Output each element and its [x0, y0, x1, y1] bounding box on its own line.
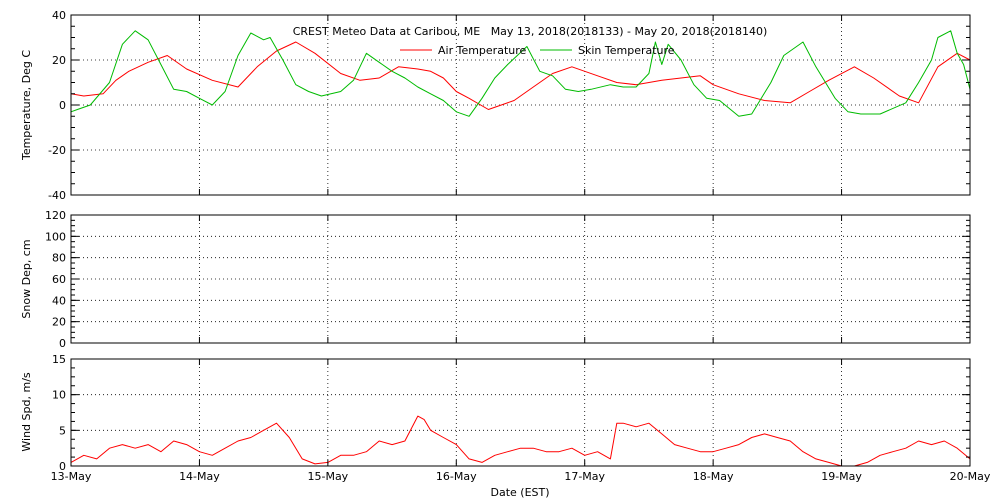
wind-speed-frame — [70, 358, 971, 467]
wind-speed-series — [70, 415, 971, 467]
y-tick-label: 120 — [45, 209, 66, 222]
legend-air-label: Air Temperature — [438, 44, 527, 57]
chart-title: CREST Meteo Data at Caribou, ME May 13, … — [293, 25, 768, 38]
y-tick-label: 0 — [59, 337, 66, 350]
x-tick-label: 18-May — [693, 470, 734, 483]
wind-speed-y-label: Wind Spd, m/s — [20, 372, 33, 452]
y-tick-label: 60 — [52, 273, 66, 286]
legend-skin-label: Skin Temperature — [578, 44, 675, 57]
y-tick-label: 20 — [52, 316, 66, 329]
x-tick-label: 15-May — [307, 470, 348, 483]
wind-speed-line — [70, 415, 971, 467]
air-temperature-line — [70, 41, 971, 110]
y-tick-label: 40 — [52, 294, 66, 307]
x-tick-label: 14-May — [179, 470, 220, 483]
y-tick-label: 100 — [45, 230, 66, 243]
temperature-y-ticks: -40 -20 0 20 40 — [48, 9, 971, 202]
y-tick-label: 15 — [52, 353, 66, 366]
snow-depth-grid — [71, 215, 970, 343]
y-tick-label: 80 — [52, 252, 66, 265]
y-tick-label: 10 — [52, 389, 66, 402]
y-tick-label: -20 — [48, 144, 66, 157]
x-tick-label: 16-May — [436, 470, 477, 483]
y-tick-label: 5 — [59, 424, 66, 437]
snow-depth-panel: 0 20 40 60 80 100 120 Snow Dep, cm — [20, 209, 971, 350]
date-x-axis: 13-May 14-May 15-May 16-May 17-May 18-May 19-M… — [51, 470, 991, 483]
y-tick-label: 40 — [52, 9, 66, 22]
snow-depth-y-ticks: 0 20 40 60 80 100 120 — [45, 209, 971, 350]
temperature-series — [70, 30, 971, 117]
x-tick-label: 13-May — [51, 470, 92, 483]
y-tick-label: -40 — [48, 189, 66, 202]
x-axis-label: Date (EST) — [490, 486, 549, 499]
snow-depth-y-label: Snow Dep, cm — [20, 239, 33, 318]
wind-speed-y-ticks: 0 5 10 15 — [52, 353, 971, 473]
x-tick-label: 20-May — [950, 470, 991, 483]
skin-temperature-line — [70, 30, 971, 117]
wind-speed-panel: 0 5 10 15 Wind Spd, m/s — [20, 353, 971, 473]
y-tick-label: 0 — [59, 460, 66, 473]
temperature-y-label: Temperature, Deg C — [20, 50, 33, 161]
wind-speed-grid — [71, 359, 970, 466]
y-tick-label: 0 — [59, 99, 66, 112]
x-tick-label: 19-May — [821, 470, 862, 483]
temperature-grid — [71, 15, 970, 195]
temperature-panel: -40 -20 0 20 40 Temperature, Deg C CREST Met… — [20, 9, 971, 202]
temperature-legend: Air Temperature Skin Temperature — [400, 44, 675, 57]
y-tick-label: 20 — [52, 54, 66, 67]
x-tick-label: 17-May — [564, 470, 605, 483]
